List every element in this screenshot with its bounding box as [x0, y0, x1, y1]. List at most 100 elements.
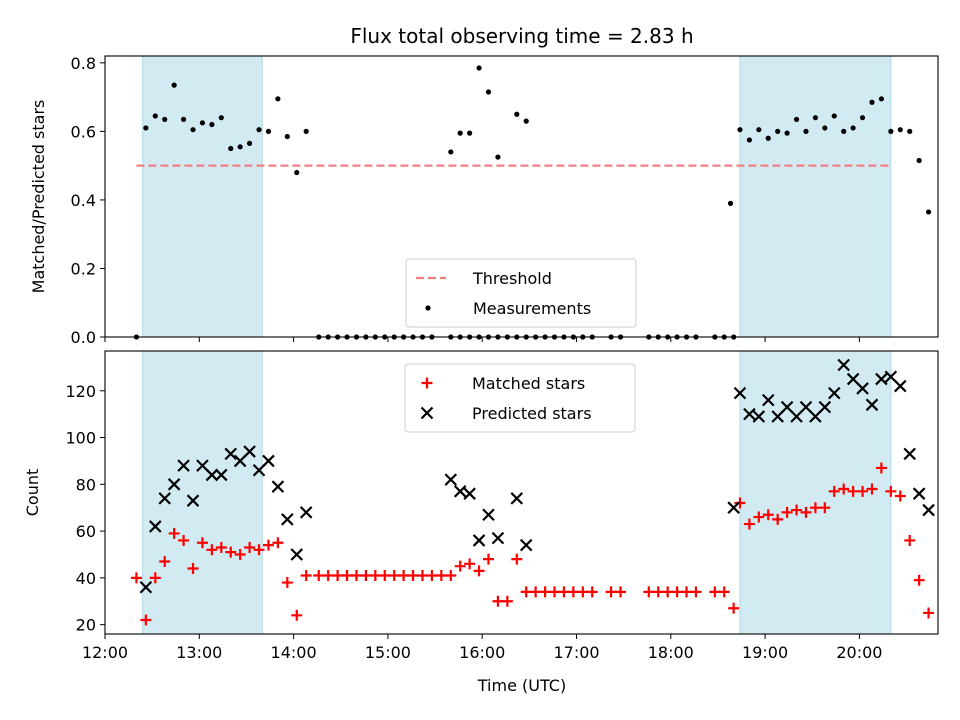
data-point	[818, 400, 832, 414]
highlight-span-0	[142, 350, 263, 635]
data-point	[168, 527, 180, 539]
highlight-span-1	[739, 55, 892, 338]
data-point	[275, 96, 281, 102]
data-point	[299, 506, 313, 519]
data-point	[388, 570, 400, 582]
data-point	[916, 157, 922, 164]
data-point	[196, 459, 209, 472]
data-point	[225, 546, 237, 558]
data-point	[866, 483, 878, 495]
data-point	[467, 130, 473, 136]
data-point	[262, 454, 275, 468]
data-point	[178, 534, 190, 546]
x-tick-label: 14:00	[271, 643, 317, 662]
data-point	[482, 553, 494, 565]
data-point	[743, 518, 755, 530]
data-point	[303, 128, 309, 134]
data-point	[495, 154, 501, 160]
axes-frame	[104, 55, 939, 338]
data-point	[511, 553, 523, 565]
data-point	[869, 99, 875, 105]
data-point	[322, 570, 334, 582]
data-point	[780, 400, 794, 414]
data-point	[445, 570, 457, 582]
data-point	[205, 468, 219, 482]
y-tick-label: 40	[76, 569, 96, 588]
data-point	[743, 407, 756, 421]
y-tick-label: 0.8	[71, 54, 96, 73]
data-point	[847, 485, 859, 497]
data-point	[822, 125, 828, 131]
y-tick-label: 0.2	[71, 259, 96, 278]
data-point	[379, 570, 391, 582]
x-tick-label: 20:00	[836, 643, 882, 662]
data-point	[775, 128, 781, 134]
data-point	[765, 135, 771, 141]
legend-marker	[421, 377, 433, 389]
data-point	[485, 89, 492, 95]
data-point	[454, 560, 466, 572]
legend: Matched stars Predicted stars	[404, 363, 636, 433]
data-point	[190, 127, 196, 133]
data-point	[727, 501, 740, 514]
data-point	[718, 586, 730, 598]
legend-entry: Matched stars	[472, 374, 585, 393]
data-point	[772, 513, 784, 525]
data-point	[865, 398, 879, 412]
data-point	[913, 574, 925, 586]
data-point	[167, 478, 181, 491]
data-point	[224, 447, 238, 461]
data-point	[727, 200, 734, 206]
data-point	[162, 116, 168, 122]
data-point	[903, 447, 916, 461]
data-point	[746, 137, 752, 143]
data-point	[186, 494, 200, 507]
data-point	[281, 513, 294, 526]
data-point	[894, 490, 906, 502]
data-point	[752, 410, 766, 423]
data-point	[539, 586, 551, 598]
data-point	[846, 372, 860, 386]
data-point	[294, 169, 300, 176]
data-point	[416, 570, 428, 582]
data-point	[350, 570, 362, 582]
data-point	[262, 539, 274, 551]
data-point	[398, 570, 410, 582]
data-point	[652, 586, 664, 598]
data-point	[448, 149, 454, 155]
data-point	[850, 125, 856, 131]
data-point	[733, 386, 747, 400]
y-tick-label: 20	[76, 616, 96, 635]
legend-box	[405, 258, 637, 328]
y-axis-label: Matched/Predicted stars	[29, 100, 48, 294]
data-point	[841, 128, 847, 134]
data-point	[228, 145, 234, 152]
bottom-panel-counts: 12:00 13:00 14:00 15:00 16:00 17:00 18:00 19:00…	[23, 350, 939, 662]
data-point	[690, 586, 702, 598]
data-point	[800, 506, 812, 518]
data-point	[859, 115, 866, 121]
data-point	[140, 614, 152, 626]
x-tick-label: 16:00	[459, 643, 505, 662]
data-point	[281, 577, 293, 589]
data-point	[519, 538, 533, 552]
data-point	[501, 595, 513, 607]
data-point	[435, 570, 447, 582]
data-point	[520, 586, 532, 598]
data-point	[803, 128, 809, 134]
data-point	[159, 555, 171, 567]
data-point	[878, 96, 885, 102]
y-tick-label: 60	[76, 522, 96, 541]
data-point	[234, 548, 246, 560]
x-tick-label: 19:00	[742, 643, 788, 662]
data-point	[791, 504, 803, 516]
data-point	[737, 127, 743, 133]
data-point	[761, 393, 775, 407]
data-point	[558, 586, 570, 598]
y-tick-label: 120	[65, 382, 96, 401]
legend-marker	[420, 406, 434, 420]
data-point	[246, 140, 253, 146]
data-point	[605, 586, 617, 598]
data-point	[875, 462, 887, 474]
